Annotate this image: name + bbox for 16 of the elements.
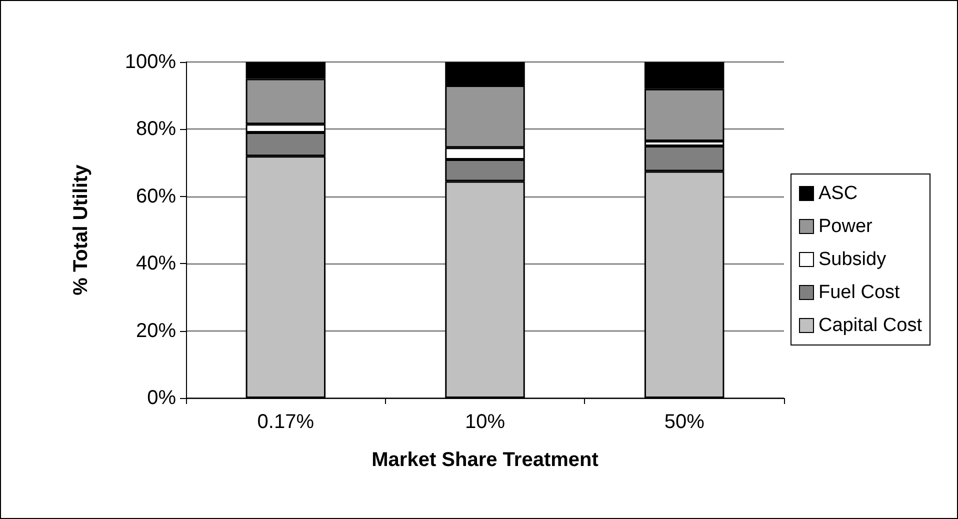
- y-tick-label: 60%: [136, 185, 176, 208]
- x-tick-label: 50%: [664, 411, 705, 433]
- y-tick-label: 80%: [136, 118, 176, 140]
- y-tick-label: 0%: [147, 387, 176, 409]
- y-tick-label: 20%: [136, 320, 176, 342]
- y-tick-label: 40%: [136, 252, 176, 275]
- x-tick-label: 10%: [464, 411, 506, 433]
- legend-label: Capital Cost: [818, 315, 923, 336]
- legend-label: Subsidy: [818, 249, 887, 270]
- legend-label: Power: [818, 216, 874, 237]
- x-tick-label: 0.17%: [257, 411, 314, 433]
- legend-label: ASC: [818, 183, 858, 204]
- legend-label: Fuel Cost: [818, 282, 901, 303]
- y-axis-title: % Total Utility: [70, 164, 92, 296]
- x-axis-title: Market Share Treatment: [372, 449, 599, 471]
- y-tick-label: 100%: [124, 51, 176, 73]
